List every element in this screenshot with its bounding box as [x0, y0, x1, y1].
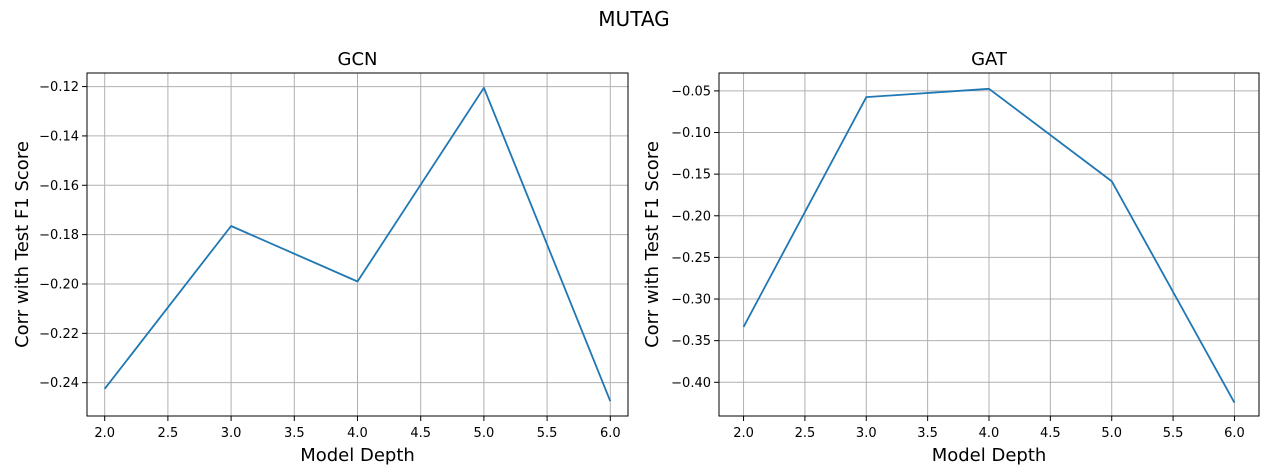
- figure-title: MUTAG: [598, 7, 669, 31]
- gcn-xtick-label: 6.0: [600, 426, 621, 441]
- gat-xtick-label: 4.5: [1040, 426, 1061, 441]
- gat-ytick-label: −0.05: [671, 84, 711, 99]
- gat-ytick-label: −0.35: [671, 334, 711, 349]
- gcn-xtick-label: 3.5: [284, 426, 305, 441]
- gat-xtick-label: 4.0: [979, 426, 1000, 441]
- gat-xtick-label: 5.0: [1101, 426, 1122, 441]
- gat-ytick-label: −0.10: [671, 126, 711, 141]
- gat-ytick-label: −0.40: [671, 376, 711, 391]
- gat-xtick-label: 6.0: [1224, 426, 1245, 441]
- gat-subplot: 2.0 2.5 3.0 3.5 4.0 4.5 5.0 5.5 6.0 −0.40 −0.35 −0.…: [642, 49, 1260, 466]
- gcn-ytick-label: −0.20: [39, 277, 79, 292]
- gcn-subplot-title: GCN: [338, 49, 378, 70]
- gat-ytick-label: −0.25: [671, 251, 711, 266]
- gcn-ytick-label: −0.18: [39, 228, 79, 243]
- gat-subplot-title: GAT: [971, 49, 1008, 70]
- gcn-x-axis-label: Model Depth: [300, 445, 415, 466]
- gat-x-axis-label: Model Depth: [932, 445, 1047, 466]
- gcn-ytick-label: −0.24: [39, 376, 79, 391]
- gcn-xtick-label: 4.5: [410, 426, 431, 441]
- gcn-xtick-label: 5.0: [474, 426, 495, 441]
- gat-ytick-label: −0.15: [671, 168, 711, 183]
- gcn-ytick-label: −0.14: [39, 129, 79, 144]
- gat-xtick-label: 3.0: [856, 426, 877, 441]
- gat-xtick-label: 2.5: [795, 426, 816, 441]
- gcn-y-axis-label: Corr with Test F1 Score: [12, 141, 33, 348]
- gcn-ytick-label: −0.16: [39, 179, 79, 194]
- gcn-xtick-label: 2.5: [158, 426, 179, 441]
- gat-ytick-label: −0.30: [671, 293, 711, 308]
- gcn-xtick-label: 3.0: [221, 426, 242, 441]
- gat-xtick-label: 3.5: [917, 426, 938, 441]
- gat-xtick-label: 2.0: [733, 426, 754, 441]
- gcn-subplot: 2.0 2.5 3.0 3.5 4.0 4.5 5.0 5.5 6.0 −0.24 −0.22 −0.…: [12, 49, 629, 466]
- gat-ytick-label: −0.20: [671, 209, 711, 224]
- gcn-xtick-label: 2.0: [94, 426, 115, 441]
- gcn-xtick-label: 4.0: [347, 426, 368, 441]
- gcn-xtick-label: 5.5: [537, 426, 558, 441]
- gcn-ytick-label: −0.12: [39, 80, 79, 95]
- gcn-series-line: [103, 86, 612, 402]
- gat-xtick-label: 5.5: [1163, 426, 1184, 441]
- gat-y-axis-label: Corr with Test F1 Score: [642, 141, 663, 348]
- gat-series-line: [742, 87, 1236, 404]
- gcn-ytick-label: −0.22: [39, 327, 79, 342]
